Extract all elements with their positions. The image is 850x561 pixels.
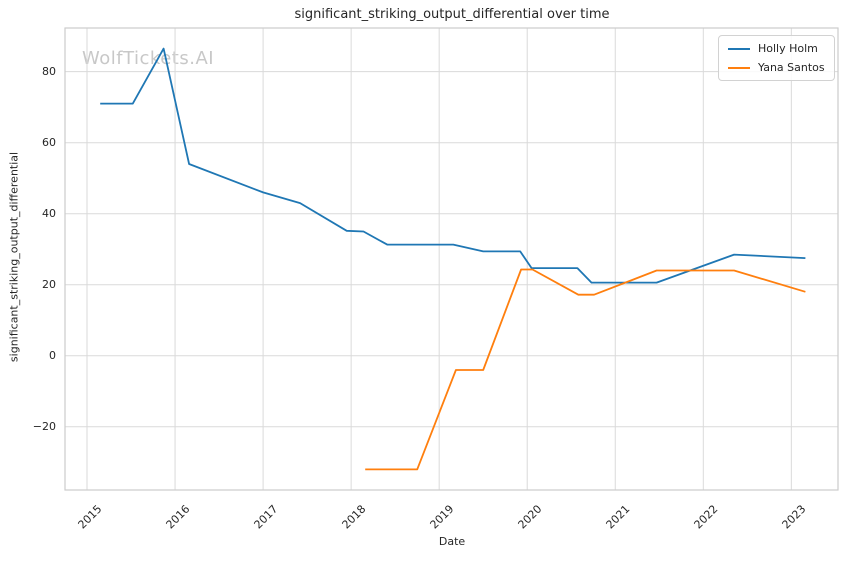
yana-santos-line-sample-icon — [728, 66, 750, 69]
x-axis-label: Date — [438, 535, 466, 548]
yana-santos-line — [365, 268, 806, 471]
legend-label-yana-santos: Yana Santos — [758, 61, 825, 74]
y-tick-label-0: 0 — [49, 348, 56, 362]
y-axis-label: significant_striking_output_differential — [7, 151, 21, 363]
legend-label-holly-holm: Holly Holm — [758, 42, 818, 55]
holly-holm-line — [100, 47, 806, 284]
y-tick-label-20: 20 — [42, 277, 56, 291]
watermark: WolfTickets.AI — [82, 48, 215, 69]
holly-holm-line-sample-icon — [728, 47, 750, 50]
chart-title: significant_striking_output_differential… — [294, 7, 610, 22]
y-tick-label-80: 80 — [42, 64, 56, 78]
y-tick-label-60: 60 — [42, 135, 56, 149]
legend-item-yana-santos: Yana Santos — [728, 60, 825, 75]
y-tick-label--20: −20 — [32, 419, 56, 433]
legend: Holly Holm Yana Santos — [718, 35, 835, 81]
y-tick-label-40: 40 — [42, 206, 56, 220]
plot-spine — [64, 27, 839, 491]
legend-item-holly-holm: Holly Holm — [728, 41, 825, 56]
